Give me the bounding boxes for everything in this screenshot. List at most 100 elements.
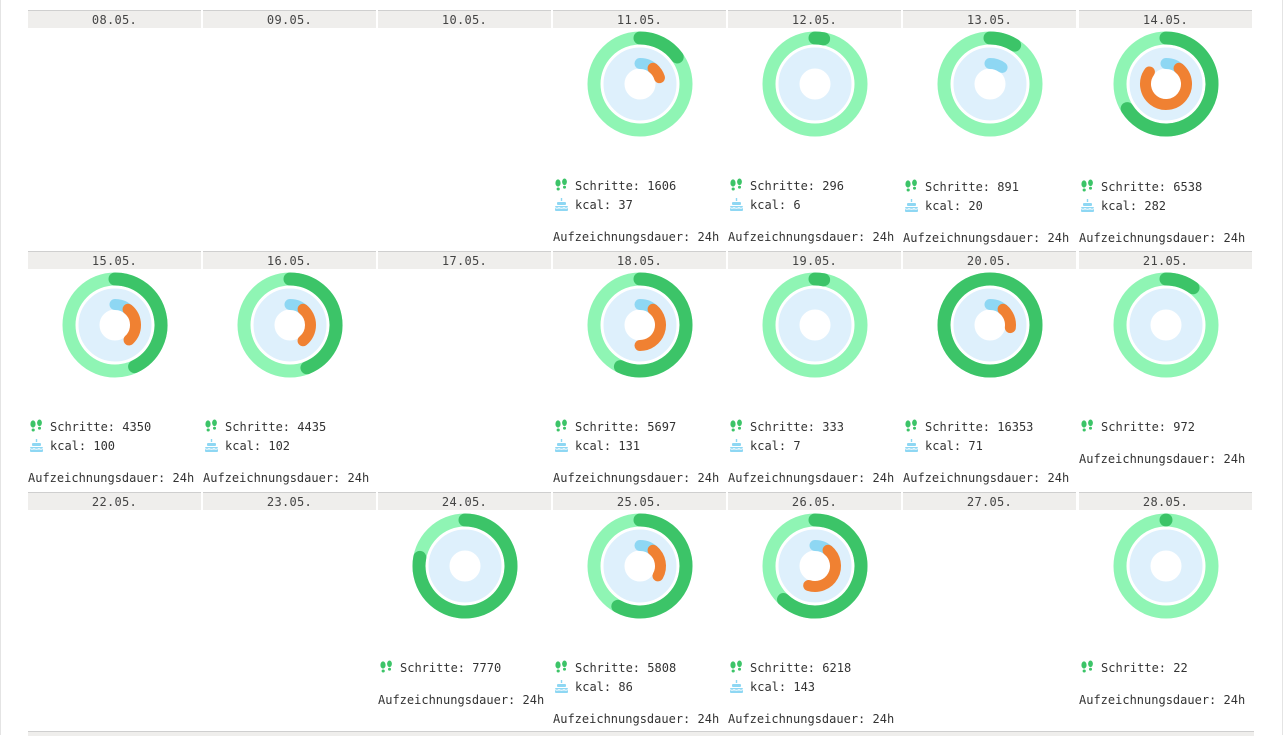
day-date-header: 19.05. [728,251,901,269]
recording-duration-value: 24h [697,471,720,485]
activity-ring [587,272,693,378]
steps-stat-label: Schritte: [1101,661,1167,675]
steps-progress-arc [1120,31,1219,137]
day-date-header: 16.05. [203,251,376,269]
kcal-progress-arc [647,544,666,582]
day-cell[interactable]: 20.05. Schritte: 16353 kcal: 71 Aufzeichnun… [903,251,1076,492]
day-cell[interactable]: 16.05. Schritte: 4435 kcal: 102 Aufzeichnun… [203,251,376,492]
steps-stat-label: Schritte: [225,420,291,434]
steps-stat-label: Schritte: [50,420,116,434]
kcal-ring-track [603,47,677,121]
day-cell[interactable]: 08.05. [28,10,201,251]
kcal-stat-value: 143 [793,680,816,694]
steps-stat: Schritte: 4350 [29,418,151,436]
day-cell[interactable]: 18.05. Schritte: 5697 kcal: 131 Aufzeichnun… [553,251,726,492]
day-cell[interactable]: 25.05. Schritte: 5808 kcal: 86 Aufzeichnung… [553,492,726,733]
recording-duration-value: 24h [872,712,895,726]
day-cell[interactable]: 26.05. Schritte: 6218 kcal: 143 Aufzeichnun… [728,492,901,733]
recording-duration-value: 24h [1047,471,1070,485]
activity-ring [587,513,693,619]
recording-duration-value: 24h [1223,452,1246,466]
steps-stat-value: 891 [997,180,1019,194]
cake-icon [904,198,919,213]
day-cell[interactable]: 22.05. [28,492,201,733]
day-cell[interactable]: 21.05. Schritte: 972 Aufzeichnungsdauer: 2… [1079,251,1252,492]
day-cell[interactable]: 10.05. [378,10,551,251]
steps-stat: Schritte: 6538 [1080,178,1202,196]
kcal-stat-label: kcal: [750,680,787,694]
steps-stat-label: Schritte: [750,661,816,675]
day-cell[interactable]: 27.05. [903,492,1076,733]
footprints-icon [904,179,919,194]
day-cell[interactable]: 24.05. Schritte: 7770 Aufzeichnungsdauer: … [378,492,551,733]
steps-stat: Schritte: 891 [904,178,1019,196]
footprints-icon [554,660,569,675]
calendar-week-row: 22.05. 23.05. 24.05. Schritte: 7770 Aufzeich… [0,492,1283,733]
kcal-stat: kcal: 282 [1080,197,1166,215]
cake-icon [1080,198,1095,213]
recording-duration-label: Aufzeichnungsdauer: [553,471,691,485]
day-cell[interactable]: 11.05. Schritte: 1606 kcal: 37 Aufzeichnung… [553,10,726,251]
steps-stat-label: Schritte: [575,179,641,193]
activity-ring [237,272,343,378]
steps-stat: Schritte: 7770 [379,659,501,677]
kcal-progress-arc [122,303,141,346]
day-date-header: 23.05. [203,492,376,510]
steps-stat: Schritte: 5697 [554,418,676,436]
day-date-header: 12.05. [728,10,901,28]
cake-icon [729,197,744,212]
kcal-stat: kcal: 71 [904,437,983,455]
day-date-header: 21.05. [1079,251,1252,269]
kcal-progress-arc [297,303,316,347]
day-cell[interactable]: 19.05. Schritte: 333 kcal: 7 Aufzeichnungsd… [728,251,901,492]
day-cell[interactable]: 09.05. [203,10,376,251]
day-cell[interactable]: 17.05. [378,251,551,492]
steps-stat: Schritte: 6218 [729,659,851,677]
footprints-icon [554,419,569,434]
recording-duration-label: Aufzeichnungsdauer: [1079,452,1217,466]
kcal-stat-value: 102 [268,439,291,453]
steps-stat-value: 16353 [997,420,1034,434]
steps-stat: Schritte: 22 [1080,659,1188,677]
kcal-stat: kcal: 131 [554,437,640,455]
kcal-stat-value: 20 [968,199,983,213]
steps-stat-label: Schritte: [1101,180,1167,194]
footprints-icon [554,178,569,193]
day-cell[interactable]: 12.05. Schritte: 296 kcal: 6 Aufzeichnungsd… [728,10,901,251]
day-date-header: 18.05. [553,251,726,269]
day-cell[interactable]: 13.05. Schritte: 891 kcal: 20 Aufzeichnungs… [903,10,1076,251]
steps-stat: Schritte: 1606 [554,177,676,195]
kcal-stat-value: 71 [968,439,983,453]
steps-stat-label: Schritte: [925,180,991,194]
recording-duration-value: 24h [1223,693,1246,707]
steps-progress-arc [108,272,168,374]
steps-progress-arc [808,272,831,287]
steps-stat-label: Schritte: [925,420,991,434]
day-date-header: 10.05. [378,10,551,28]
kcal-stat: kcal: 102 [204,437,290,455]
recording-duration: Aufzeichnungsdauer: 24h [28,469,194,487]
calendar-week-row: 08.05. 09.05. 10.05. 11.05. Schritte: 1606 kc… [0,10,1283,251]
day-date-header: 13.05. [903,10,1076,28]
steps-stat-label: Schritte: [1101,420,1167,434]
recording-duration-value: 24h [172,471,195,485]
kcal-stat: kcal: 37 [554,196,633,214]
steps-stat-value: 22 [1173,661,1188,675]
kcal-progress-arc [647,62,665,84]
steps-stat-value: 6218 [822,661,852,675]
steps-stat-label: Schritte: [750,420,816,434]
steps-stat-value: 333 [822,420,844,434]
steps-stat-label: Schritte: [400,661,466,675]
day-cell[interactable]: 14.05. Schritte: 6538 kcal: 282 Aufzeichnun… [1079,10,1252,251]
kcal-ring-track [428,529,502,603]
day-date-header: 09.05. [203,10,376,28]
day-cell[interactable]: 15.05. Schritte: 4350 kcal: 100 Aufzeichnun… [28,251,201,492]
activity-ring [937,31,1043,137]
day-cell[interactable]: 28.05. Schritte: 22 Aufzeichnungsdauer: 24… [1079,492,1252,733]
recording-duration-value: 24h [697,712,720,726]
steps-stat: Schritte: 4435 [204,418,326,436]
day-cell[interactable]: 23.05. [203,492,376,733]
recording-duration: Aufzeichnungsdauer: 24h [203,469,369,487]
cake-icon [554,197,569,212]
kcal-ring-track [778,288,852,362]
